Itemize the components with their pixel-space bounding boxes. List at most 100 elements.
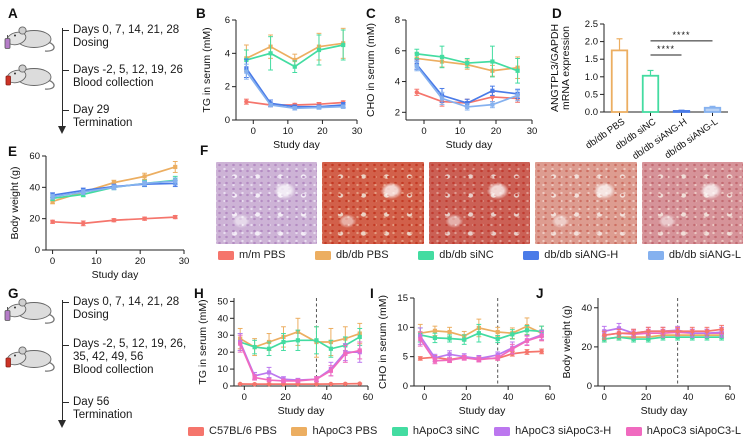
chart-h-tg-serum: 0 10 20 30 40 50 0 20 40 60 Study day TG in serum (… — [197, 296, 374, 417]
bar-db/db PBS — [610, 38, 629, 113]
panel-label-a: A — [8, 6, 18, 21]
histology-image-dbdb-sinc — [428, 162, 531, 244]
svg-text:0: 0 — [251, 126, 256, 137]
svg-text:4: 4 — [225, 48, 230, 59]
legend-group1: m/m PBS db/db PBS db/db siNC db/db siANG… — [218, 249, 741, 261]
legend-swatch — [647, 250, 664, 260]
tick-labels: 0 20 40 60 0 10 20 30 — [29, 151, 189, 267]
tick-labels: 2 4 6 8 0 10 20 30 — [395, 15, 538, 137]
svg-text:4: 4 — [395, 77, 400, 88]
chart-b-tg-serum: 0 2 4 6 0 10 20 30 Study day TG in serum (mM) — [201, 15, 363, 151]
legend-item: hApoC3 siNC — [391, 425, 480, 437]
histology-image-mm-pbs — [216, 162, 318, 244]
legend-label: m/m PBS — [239, 249, 286, 261]
timeline-a-blood-label: Blood collection — [73, 77, 154, 89]
svg-text:0: 0 — [602, 392, 607, 403]
timeline-g-termination-label: Termination — [73, 409, 133, 421]
legend-swatch — [315, 250, 332, 260]
svg-text:Study day: Study day — [446, 139, 493, 151]
svg-text:****: **** — [657, 44, 675, 54]
timeline-g-blood-days-1: Days -2, 5, 12, 19, 26, — [73, 338, 187, 350]
axes — [594, 298, 731, 390]
svg-text:40: 40 — [683, 392, 694, 403]
svg-text:0: 0 — [225, 115, 230, 126]
series-hApoC3 siApoC3-L — [417, 330, 545, 365]
svg-text:30: 30 — [527, 126, 538, 137]
svg-text:30: 30 — [217, 330, 228, 341]
svg-text:10: 10 — [217, 364, 228, 375]
svg-text:****: **** — [672, 30, 690, 40]
series-m/m PBS — [50, 214, 178, 227]
tick-labels: 0 2 4 6 0 10 20 30 — [225, 15, 363, 137]
svg-text:40: 40 — [503, 392, 514, 403]
svg-text:10: 10 — [283, 126, 294, 137]
timeline-a-termination-label: Termination — [73, 117, 133, 129]
timeline-a-arrow-icon — [58, 126, 66, 134]
timeline-g-tick — [62, 302, 69, 304]
significance-bracket: **** — [650, 44, 682, 56]
timeline-g-dosing-label: Dosing — [73, 309, 109, 321]
svg-text:0: 0 — [35, 245, 40, 256]
axes — [232, 19, 358, 124]
svg-text:1.5: 1.5 — [585, 54, 598, 65]
timeline-a-tick — [62, 30, 69, 32]
timeline-g-tick — [62, 345, 69, 347]
panel-label-f: F — [200, 143, 209, 158]
svg-text:mRNA expression: mRNA expression — [560, 26, 572, 110]
svg-text:20: 20 — [461, 392, 472, 403]
timeline-a-tick — [62, 70, 69, 72]
histology-image-dbdb-siang-h — [535, 162, 637, 244]
svg-text:0: 0 — [242, 392, 247, 403]
svg-text:30: 30 — [179, 256, 190, 267]
bar-db/db siANG-H — [672, 109, 691, 113]
timeline-g-blood-label: Blood collection — [73, 364, 154, 376]
tick-labels: 0 20 40 0 20 40 60 — [581, 303, 735, 403]
series-db/db siNC — [414, 45, 520, 84]
svg-text:60: 60 — [363, 392, 374, 403]
timeline-a-termination: Day 29 Termination — [73, 104, 132, 130]
syringe-icon — [4, 310, 11, 321]
panel-label-c: C — [366, 6, 376, 21]
panel-label-e: E — [8, 144, 18, 159]
svg-text:Body weight (g): Body weight (g) — [561, 306, 573, 379]
legend-item: hApoC3 PBS — [291, 425, 377, 437]
timeline-a-tick — [62, 110, 69, 112]
bar-db/db siANG-L — [703, 105, 722, 113]
series-hApoC3 siApoC3-L — [237, 334, 363, 384]
chart-i-cho-serum: 0 5 10 15 0 20 40 60 Study day CHO in serum (mM) — [377, 293, 556, 417]
svg-text:0.5: 0.5 — [585, 89, 598, 100]
svg-text:60: 60 — [29, 151, 40, 162]
legend-label: db/db PBS — [336, 249, 389, 261]
timeline-a-dosing-days: Days 0, 7, 14, 21, 28 — [73, 24, 180, 36]
timeline-a-blood: Days -2, 5, 12, 19, 26 Blood collection — [73, 64, 183, 90]
panel-label-i: I — [370, 286, 374, 301]
svg-text:0: 0 — [403, 381, 408, 392]
syringe-icon — [4, 38, 11, 49]
svg-text:40: 40 — [29, 182, 40, 193]
legend-label: C57BL/6 PBS — [209, 425, 277, 437]
svg-text:0: 0 — [223, 381, 228, 392]
svg-text:60: 60 — [545, 392, 556, 403]
timeline-a-blood-days: Days -2, 5, 12, 19, 26 — [73, 64, 183, 76]
legend-swatch — [494, 426, 511, 436]
svg-text:db/db siANG-L: db/db siANG-L — [663, 116, 720, 161]
svg-text:20: 20 — [280, 392, 291, 403]
svg-text:30: 30 — [352, 126, 363, 137]
svg-text:2: 2 — [225, 82, 230, 93]
panel-label-h: H — [194, 286, 204, 301]
svg-text:0.0: 0.0 — [585, 107, 598, 118]
svg-text:40: 40 — [217, 313, 228, 324]
legend-item: db/db PBS — [315, 249, 389, 261]
legend-label: db/db siANG-L — [668, 249, 741, 261]
svg-text:1.0: 1.0 — [585, 72, 598, 83]
legend-item: hApoC3 siApoC3-L — [625, 425, 741, 437]
mouse-blood-icon — [5, 64, 55, 90]
svg-text:CHO in serum (mM): CHO in serum (mM) — [377, 295, 389, 389]
axis-labels: Study day CHO in serum (mM) — [365, 23, 493, 151]
legend-swatch — [188, 426, 204, 436]
legend-swatch — [523, 250, 540, 260]
svg-text:2.0: 2.0 — [585, 37, 598, 48]
series-C57BL/6 PBS — [237, 381, 363, 387]
timeline-g-axis — [62, 300, 64, 420]
series-C57BL/6 PBS — [601, 324, 725, 340]
